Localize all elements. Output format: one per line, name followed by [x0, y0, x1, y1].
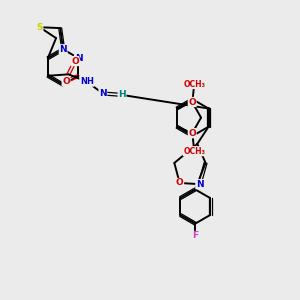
Text: O: O: [188, 129, 196, 138]
Text: F: F: [192, 232, 198, 241]
Text: N: N: [99, 89, 107, 98]
Text: S: S: [36, 23, 43, 32]
Text: OCH₃: OCH₃: [183, 80, 205, 88]
Text: O: O: [71, 57, 79, 66]
Text: O: O: [176, 178, 184, 188]
Text: NH: NH: [80, 77, 94, 86]
Text: O: O: [188, 98, 196, 106]
Text: N: N: [196, 180, 203, 189]
Text: O: O: [62, 76, 70, 85]
Text: N: N: [59, 45, 67, 54]
Text: N: N: [75, 54, 82, 63]
Text: OCH₃: OCH₃: [183, 147, 205, 156]
Text: H: H: [118, 90, 126, 99]
